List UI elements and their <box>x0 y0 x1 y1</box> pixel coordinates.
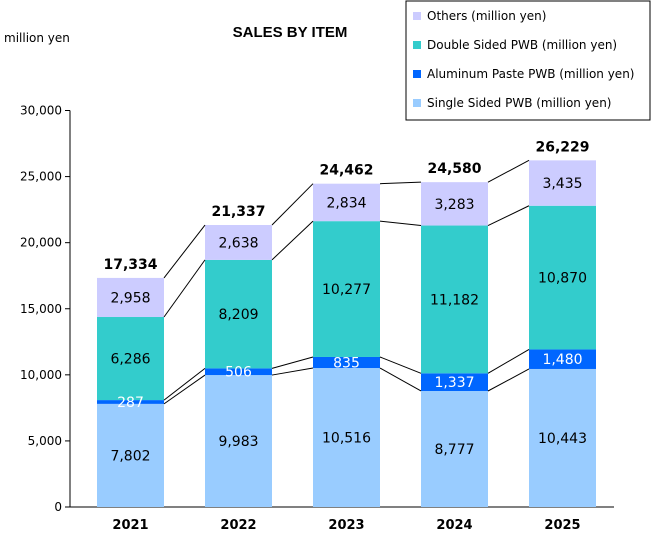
segment-value-label: 1,337 <box>434 375 474 391</box>
bar-segment <box>97 277 164 318</box>
segment-value-label: 2,958 <box>110 290 150 306</box>
bar-segment <box>529 160 596 206</box>
series-connector-line <box>379 356 422 374</box>
series-connector-line <box>487 368 530 392</box>
segment-value-label: 6,286 <box>110 352 150 368</box>
series-connector-line <box>271 356 314 369</box>
x-tick-label: 2021 <box>112 518 148 533</box>
segment-value-label: 10,870 <box>538 271 587 287</box>
segment-value-label: 2,638 <box>218 235 258 251</box>
segment-value-label: 7,802 <box>110 448 150 464</box>
legend-swatch <box>413 70 421 78</box>
series-connector-lines <box>163 159 530 405</box>
plot-area: 0 5,000 10,000 15,000 20,000 25,000 30,000 7,80… <box>20 104 614 533</box>
bar-labels: 7,802 287 6,286 2,958 17,334 2021 9,983 506 8,20… <box>103 139 589 533</box>
bar-segment <box>205 375 272 507</box>
bar-segment <box>205 259 272 369</box>
segment-value-label: 3,283 <box>434 197 474 213</box>
series-connector-line <box>163 374 206 405</box>
bar-segment <box>205 368 272 376</box>
series-connector-line <box>271 183 314 226</box>
total-value-label: 24,580 <box>427 161 481 177</box>
legend-swatch <box>413 99 421 107</box>
series-connector-line <box>163 224 206 279</box>
legend-box <box>405 0 651 121</box>
series-connector-line <box>379 181 422 185</box>
x-tick-label: 2022 <box>220 518 256 533</box>
series-connector-line <box>379 367 422 392</box>
bar-segment <box>421 373 488 391</box>
series-connector-line <box>487 159 530 183</box>
legend-entry-label: Others (million yen) <box>427 9 546 23</box>
segment-value-label: 2,834 <box>326 195 366 211</box>
legend-entry-label: Aluminum Paste PWB (million yen) <box>427 67 634 81</box>
segment-value-label: 1,480 <box>542 352 582 368</box>
y-tick-label: 5,000 <box>28 434 62 448</box>
segment-value-label: 835 <box>333 355 360 371</box>
bar-segment <box>529 205 596 350</box>
bar-segment <box>313 183 380 222</box>
legend-entry-label: Single Sided PWB (million yen) <box>427 96 611 110</box>
chart-title: SALES BY ITEM <box>233 24 348 41</box>
total-value-label: 17,334 <box>103 257 157 273</box>
segment-value-label: 3,435 <box>542 176 582 192</box>
bar-segment <box>313 368 380 507</box>
series-connector-line <box>271 220 314 261</box>
segment-value-label: 8,777 <box>434 442 474 458</box>
segment-value-label: 506 <box>225 365 252 381</box>
bar-segment <box>313 356 380 369</box>
bar-segment <box>529 368 596 507</box>
series-connector-line <box>163 259 206 318</box>
bar-segment <box>529 349 596 369</box>
legend-swatch <box>413 12 421 20</box>
legend-entry-label: Double Sided PWB (million yen) <box>427 38 617 52</box>
x-tick-label: 2024 <box>436 518 472 533</box>
bar-segment <box>97 317 164 401</box>
bar-segment <box>313 221 380 357</box>
y-tick-label: 30,000 <box>20 104 62 118</box>
segment-value-label: 8,209 <box>218 307 258 323</box>
y-tick-label: 0 <box>54 500 62 514</box>
bar-segment <box>421 225 488 374</box>
total-value-label: 26,229 <box>535 139 589 155</box>
series-connector-line <box>379 220 422 227</box>
bar-segment <box>97 400 164 404</box>
segment-value-label: 10,443 <box>538 431 587 447</box>
bar-segment <box>205 225 272 260</box>
segment-value-label: 10,516 <box>322 431 371 447</box>
legend: Others (million yen) Double Sided PWB (mi… <box>405 0 651 121</box>
y-tick-label: 15,000 <box>20 302 62 316</box>
segment-value-label: 11,182 <box>430 292 479 308</box>
total-value-label: 24,462 <box>319 163 373 179</box>
bar-segments <box>97 160 596 507</box>
bar-segment <box>421 390 488 507</box>
y-tick-label: 20,000 <box>20 236 62 250</box>
series-connector-line <box>271 367 314 376</box>
x-tick-label: 2025 <box>544 518 580 533</box>
legend-swatch <box>413 41 421 49</box>
x-tick-label: 2023 <box>328 518 364 533</box>
series-connector-line <box>163 367 206 401</box>
series-connector-line <box>487 205 530 226</box>
series-connector-line <box>487 348 530 374</box>
segment-value-label: 10,277 <box>322 282 371 298</box>
segment-value-label: 287 <box>117 395 144 411</box>
y-tick-label: 25,000 <box>20 170 62 184</box>
segment-value-label: 9,983 <box>218 434 258 450</box>
bar-segment <box>421 182 488 226</box>
y-tick-label: 10,000 <box>20 368 62 382</box>
total-value-label: 21,337 <box>211 204 265 220</box>
y-axis-unit-label: million yen <box>4 31 70 45</box>
bar-segment <box>97 403 164 507</box>
